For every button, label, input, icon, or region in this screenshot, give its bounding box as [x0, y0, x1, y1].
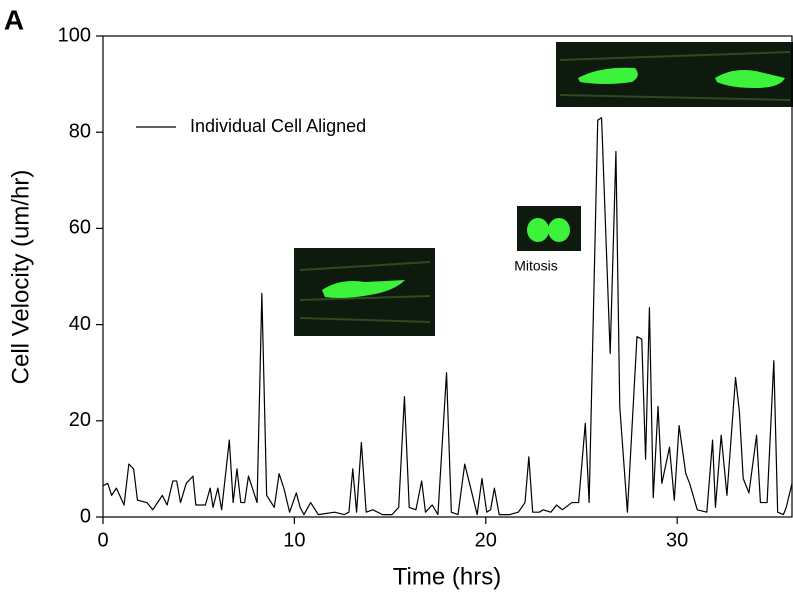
y-tick-label: 60: [69, 217, 91, 239]
y-tick-label: 100: [58, 24, 91, 46]
y-axis-label: Cell Velocity (um/hr): [7, 170, 34, 385]
cell-image: [517, 206, 581, 251]
y-tick-label: 80: [69, 120, 91, 142]
legend-label: Individual Cell Aligned: [190, 116, 366, 136]
x-tick-label: 20: [475, 529, 497, 551]
y-tick-label: 40: [69, 313, 91, 335]
x-tick-label: 10: [283, 529, 305, 551]
cell-image: [294, 248, 435, 336]
y-tick-label: 0: [80, 505, 91, 527]
cell-image: [556, 42, 793, 107]
panel-label: A: [4, 4, 24, 35]
data-line: [102, 117, 793, 516]
annotation: Mitosis: [514, 258, 558, 274]
plot-frame: [102, 35, 793, 518]
x-axis-label: Time (hrs): [393, 563, 501, 590]
x-tick-label: 0: [97, 529, 108, 551]
y-tick-label: 20: [69, 409, 91, 431]
x-tick-label: 30: [666, 529, 688, 551]
